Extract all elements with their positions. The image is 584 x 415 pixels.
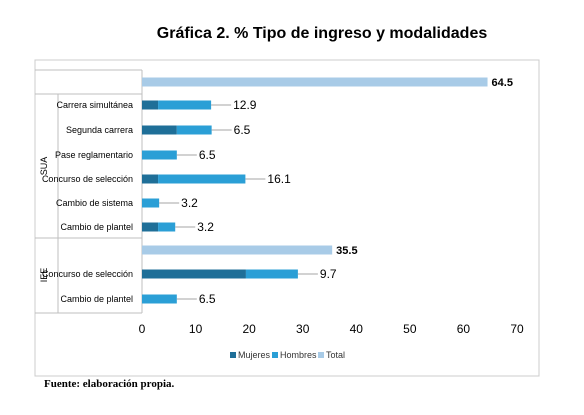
data-label: 3.2: [197, 220, 214, 234]
category-label: Cambio de sistema: [56, 198, 133, 208]
category-label: Cambio de plantel: [60, 222, 133, 232]
data-label: 64.5: [492, 77, 513, 89]
legend-swatch: [230, 352, 236, 358]
bar-mujeres: [142, 269, 246, 279]
bar-mujeres: [142, 222, 159, 232]
x-tick-label: 10: [189, 322, 203, 336]
category-label: Concurso de selección: [42, 269, 133, 279]
category-label: Pase reglamentario: [55, 150, 133, 160]
category-label: Cambio de plantel: [60, 294, 133, 304]
legend-label: Total: [326, 350, 345, 360]
x-tick-label: 20: [242, 322, 256, 336]
bar-hombres: [158, 222, 176, 232]
category-label: Concurso de selección: [42, 174, 133, 184]
bar-hombres: [142, 294, 177, 304]
data-label: 35.5: [336, 245, 357, 257]
bar-mujeres: [142, 125, 177, 135]
bar-mujeres: [142, 100, 159, 110]
bar-total: [142, 245, 333, 255]
bar-total: [142, 77, 488, 87]
data-label: 6.5: [234, 123, 251, 137]
data-label: 16.1: [267, 172, 291, 186]
bar-hombres: [176, 125, 212, 135]
category-label: Segunda carrera: [66, 125, 133, 135]
legend-label: Mujeres: [238, 350, 271, 360]
group-label: IEE: [39, 268, 49, 283]
bars-layer: [142, 77, 488, 304]
legend-label: Hombres: [280, 350, 317, 360]
x-tick-label: 60: [457, 322, 471, 336]
source-note: Fuente: elaboración propia.: [44, 378, 175, 390]
x-tick-label: 50: [403, 322, 417, 336]
data-label: 6.5: [199, 148, 216, 162]
x-tick-label: 0: [139, 322, 146, 336]
bar-hombres: [158, 174, 246, 184]
legend: Mujeres Hombres Total: [230, 350, 345, 360]
x-tick-label: 70: [510, 322, 524, 336]
legend-swatch: [318, 352, 324, 358]
x-tick-label: 40: [350, 322, 364, 336]
group-label: SUA: [39, 157, 49, 176]
chart-title: Gráfica 2. % Tipo de ingreso y modalidad…: [157, 25, 488, 42]
category-label: Carrera simultánea: [56, 100, 133, 110]
bar-mujeres: [142, 174, 159, 184]
data-label: 12.9: [233, 98, 257, 112]
bar-hombres: [142, 198, 160, 208]
data-label: 9.7: [320, 267, 337, 281]
legend-swatch: [272, 352, 278, 358]
labels-layer: 64.5 Carrera simultánea 12.9 Segunda carrer…: [42, 77, 513, 306]
data-label: 6.5: [199, 292, 216, 306]
chart-frame: [34, 59, 540, 377]
x-tick-label: 30: [296, 322, 310, 336]
bar-hombres: [245, 269, 298, 279]
data-label: 3.2: [181, 196, 198, 210]
bar-hombres: [158, 100, 212, 110]
bar-hombres: [142, 150, 177, 160]
